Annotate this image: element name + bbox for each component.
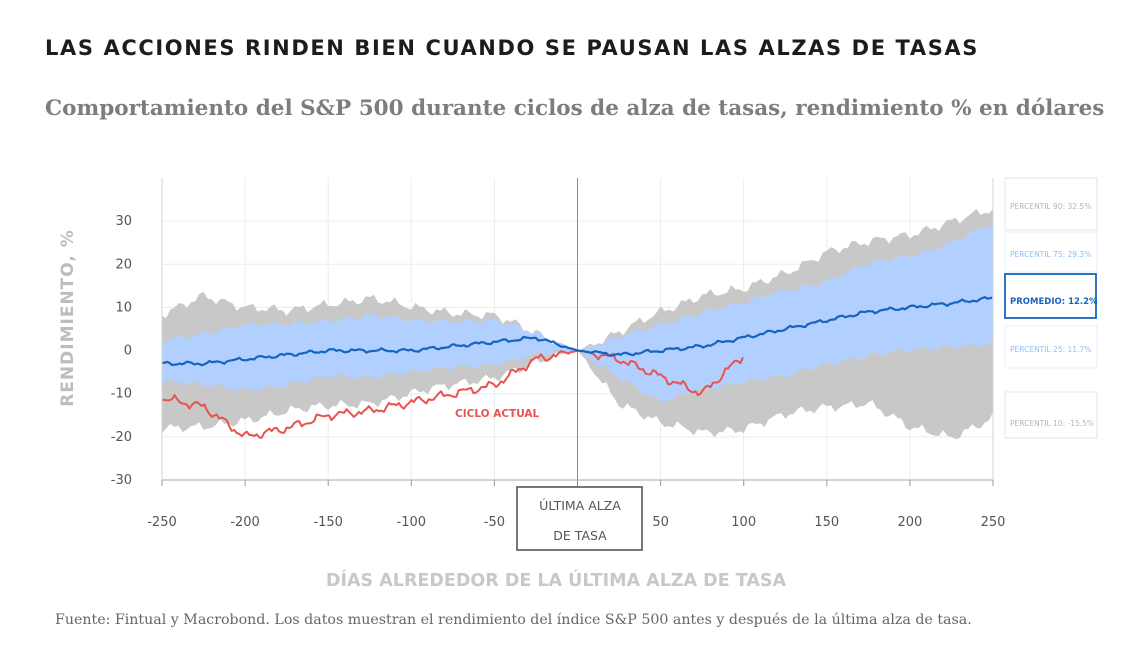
marker-box: ÚLTIMA ALZA DE TASA: [516, 486, 643, 551]
x-tick-label: 250: [981, 515, 1006, 530]
y-axis-label: RENDIMIENTO, %: [58, 229, 78, 407]
y-tick-label: 30: [115, 214, 132, 229]
label-p10: PERCENTIL 10: -15.5%: [1010, 419, 1094, 428]
x-tick-label: 200: [897, 515, 922, 530]
series-lines: [161, 178, 993, 487]
y-tick-label: 20: [115, 257, 132, 272]
label-p75: PERCENTIL 75: 29.3%: [1010, 250, 1091, 259]
current-cycle-label: CICLO ACTUAL: [455, 408, 540, 420]
label-mean-box: [1004, 273, 1097, 319]
band-p10-p90: [162, 208, 993, 440]
chart-title: LAS ACCIONES RINDEN BIEN CUANDO SE PAUSA…: [45, 36, 979, 60]
x-tick-label: -50: [484, 515, 505, 530]
chart-subtitle: Comportamiento del S&P 500 durante ciclo…: [45, 96, 1105, 121]
y-tick-label: -20: [111, 430, 132, 445]
label-p25: PERCENTIL 25: 11.7%: [1010, 345, 1091, 354]
source-note: Fuente: Fintual y Macrobond. Los datos m…: [55, 612, 972, 628]
label-mean: PROMEDIO: 12.2%: [1010, 297, 1098, 307]
marker-label-line1: ÚLTIMA ALZA: [539, 498, 621, 513]
current-cycle-line: [161, 349, 744, 439]
y-tick-label: -10: [111, 387, 132, 402]
y-tick-label: 10: [115, 300, 132, 315]
x-tick-label: -200: [230, 515, 260, 530]
x-tick-label: -100: [397, 515, 427, 530]
x-axis-label: DÍAS ALREDEDOR DE LA ÚLTIMA ALZA DE TASA: [326, 569, 786, 591]
y-tick-label: 0: [124, 344, 132, 359]
x-tick-label: 50: [652, 515, 669, 530]
label-p90: PERCENTIL 90: 32.5%: [1010, 202, 1091, 211]
bands: [162, 208, 993, 440]
band-p25-p75: [162, 223, 993, 403]
x-tick-label: -250: [147, 515, 177, 530]
x-tick-label: 150: [814, 515, 839, 530]
x-tick-label: -150: [313, 515, 343, 530]
right-labels: PERCENTIL 90: 32.5% PERCENTIL 75: 29.3% …: [1004, 177, 1098, 439]
mean-line: [161, 296, 993, 367]
marker-label-line2: DE TASA: [553, 528, 607, 543]
x-tick-label: 100: [731, 515, 756, 530]
y-tick-label: -30: [111, 473, 132, 488]
